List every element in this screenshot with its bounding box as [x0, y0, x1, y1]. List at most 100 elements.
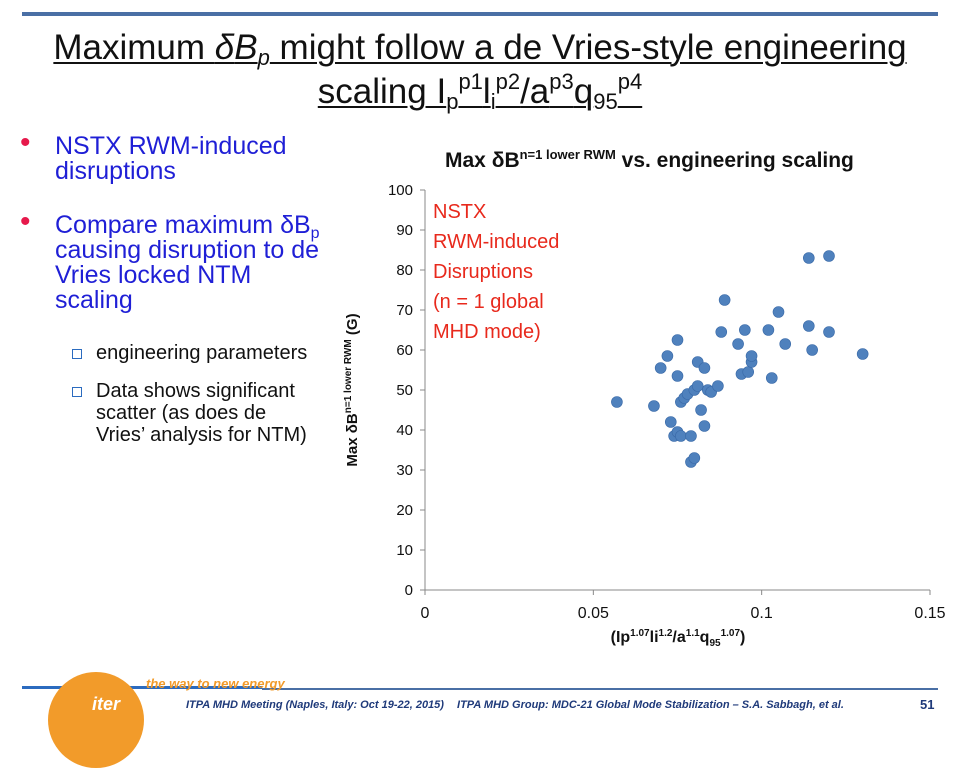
data-point	[802, 320, 815, 332]
xlabel-q-exp: 1.07	[721, 628, 741, 639]
data-point	[712, 380, 724, 392]
data-point	[742, 366, 755, 378]
data-point	[661, 350, 674, 362]
data-point	[715, 326, 728, 338]
bullet-list: • NSTX RWM-induced disruptions • Compare…	[20, 128, 320, 462]
chart-title-b: B	[504, 149, 519, 172]
data-point	[762, 324, 775, 336]
chart-title-pre: Max	[445, 149, 492, 172]
ylabel-post: (G)	[344, 313, 361, 339]
xlabel-q-sub: 95	[709, 638, 721, 649]
bullet-text-2-pre: Compare maximum	[55, 211, 281, 239]
data-point	[698, 362, 711, 374]
data-point	[685, 430, 697, 442]
title-li-sup: p2	[495, 69, 521, 94]
title-line2-prefix: scaling I	[317, 72, 447, 111]
ylabel-sup: n=1 lower RWM	[343, 339, 354, 413]
slide-title: Maximum δBp might follow a de Vries-styl…	[0, 26, 960, 114]
title-l: l	[482, 72, 491, 111]
data-point	[664, 416, 677, 428]
chart-title: Max δBn=1 lower RWM vs. engineering scal…	[445, 147, 854, 172]
data-point	[671, 334, 684, 346]
xlabel-li-exp: 1.2	[659, 628, 673, 639]
y-tick-label: 70	[396, 302, 413, 319]
ylabel-pre: Max	[344, 433, 361, 466]
data-point	[698, 420, 711, 432]
data-point	[688, 452, 701, 464]
y-tick-label: 20	[396, 502, 413, 519]
data-point	[691, 380, 704, 392]
data-point	[732, 338, 744, 350]
annotation-line: MHD mode)	[433, 321, 541, 343]
page-number: 51	[920, 697, 935, 712]
title-li-sub: i	[490, 89, 496, 114]
title-q-sub: 95	[593, 89, 618, 114]
data-point	[648, 400, 660, 412]
data-point	[695, 404, 707, 416]
bullet-item-2: • Compare maximum δBp causing disruption…	[20, 207, 320, 313]
annotation-line: Disruptions	[433, 261, 533, 283]
data-point	[779, 338, 792, 350]
data-point	[802, 252, 815, 264]
bullet-item-1: • NSTX RWM-induced disruptions	[20, 128, 320, 184]
x-tick-label: 0.05	[578, 605, 609, 622]
footer-meeting: ITPA MHD Meeting (Naples, Italy: Oct 19-…	[186, 699, 444, 711]
x-tick-label: 0.15	[914, 605, 945, 622]
bullet-dot-icon: •	[20, 205, 31, 238]
title-ip-sub: p	[446, 89, 459, 114]
y-tick-label: 50	[396, 382, 413, 399]
iter-logo	[48, 672, 144, 768]
y-tick-label: 40	[396, 422, 413, 439]
tagline: the way to new energy	[146, 676, 285, 691]
data-points	[611, 250, 869, 468]
title-line-2: scaling Ipp1lip2/ap3q95p4	[318, 70, 642, 114]
data-point	[856, 348, 869, 360]
title-ip-sup: p1	[458, 69, 483, 94]
annotation-line: (n = 1 global	[433, 291, 544, 313]
y-tick-label: 60	[396, 342, 413, 359]
y-tick-label: 0	[405, 582, 413, 599]
xlabel-a: /a	[672, 629, 685, 646]
y-ticks: 0 10 20 30 40 50 60 70 80 90 100	[388, 182, 425, 599]
y-tick-label: 100	[388, 182, 413, 199]
title-a-sup: p3	[549, 69, 574, 94]
xlabel-ip: (Ip	[611, 629, 631, 646]
data-point	[823, 250, 835, 262]
footer-text: ITPA MHD Meeting (Naples, Italy: Oct 19-…	[186, 699, 854, 711]
data-point	[718, 294, 731, 306]
y-tick-label: 30	[396, 462, 413, 479]
data-point	[675, 430, 687, 442]
footer-rule-right	[262, 688, 938, 690]
data-point	[739, 324, 751, 336]
scatter-chart: Max δBn=1 lower RWM vs. engineering scal…	[343, 147, 946, 649]
x-tick-label: 0	[421, 605, 430, 622]
footer-group: ITPA MHD Group: MDC-21 Global Mode Stabi…	[457, 699, 844, 711]
square-bullet-icon	[72, 387, 82, 397]
y-tick-label: 80	[396, 262, 413, 279]
data-point	[654, 362, 667, 374]
title-line-1: Maximum δBp might follow a de Vries-styl…	[53, 26, 906, 70]
xlabel-a-exp: 1.1	[686, 628, 700, 639]
xlabel-q: q	[700, 629, 710, 646]
square-bullet-icon	[72, 349, 82, 359]
annotation-line: NSTX	[433, 201, 486, 223]
title-rest: might follow a de Vries-style engineerin…	[269, 28, 907, 67]
bullet-dot-icon: •	[20, 126, 31, 159]
sub-bullet-item-2: Data shows significant scatter (as does …	[20, 380, 320, 446]
footer-rule	[22, 686, 262, 689]
sub-bullet-text-2: Data shows significant scatter (as does …	[96, 380, 307, 446]
xlabel-li: li	[650, 629, 659, 646]
sub-bullet-item-1: engineering parameters	[20, 342, 320, 364]
data-point	[806, 344, 818, 356]
sub-bullet-text-1: engineering parameters	[96, 342, 308, 364]
data-point	[772, 306, 785, 318]
top-rule	[22, 12, 938, 16]
iter-logo-text: iter	[92, 694, 121, 714]
data-point	[765, 372, 778, 384]
title-a: /a	[520, 72, 550, 111]
x-tick-label: 0.1	[751, 605, 773, 622]
data-point	[671, 370, 684, 382]
title-b-sub: p	[257, 45, 270, 70]
title-prefix: Maximum	[53, 28, 215, 67]
y-tick-label: 10	[396, 542, 413, 559]
